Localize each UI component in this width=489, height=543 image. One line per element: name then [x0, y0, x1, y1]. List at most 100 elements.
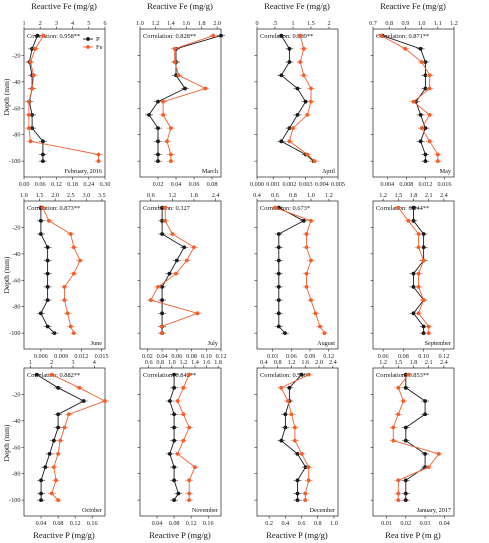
p-point: [276, 284, 281, 289]
fe-tick-label: 2.0: [51, 192, 59, 199]
fe-point: [65, 311, 70, 316]
fe-point: [49, 372, 54, 377]
fe-tick-label: 2.1: [425, 192, 433, 199]
month-label: July: [208, 340, 219, 347]
p-point: [43, 465, 48, 470]
depth-tick-label: -40: [12, 251, 20, 258]
fe-tick-label: 1.1: [434, 20, 442, 27]
fe-point: [184, 258, 189, 263]
fe-tick-label: 1.5: [36, 192, 44, 199]
fe-series-line: [162, 35, 214, 162]
fe-point: [62, 298, 67, 303]
fe-point: [159, 324, 164, 329]
fe-tick-label: 3.0: [82, 192, 90, 199]
fe-point: [396, 385, 401, 390]
fe-point: [396, 498, 401, 503]
fe-point: [172, 60, 177, 64]
correlation-label: Correlation: 0.871**: [376, 33, 429, 40]
p-tick-label: 0.09: [305, 353, 316, 360]
fe-point: [304, 245, 309, 250]
p-point: [423, 86, 428, 91]
fe-tick-label: 1.8: [410, 192, 418, 199]
p-tick-label: 0.04: [439, 520, 450, 527]
p-point: [172, 372, 177, 377]
fe-point: [426, 331, 431, 336]
fe-point: [156, 284, 160, 289]
p-point: [156, 152, 160, 157]
p-point: [403, 425, 408, 430]
p-point: [276, 298, 281, 303]
fe-tick-label: 2: [327, 20, 330, 27]
fe-point: [322, 331, 327, 336]
fe-tick-label: 1.4: [167, 20, 175, 27]
month-label: October: [82, 507, 102, 514]
fe-tick-label: 0.7: [369, 20, 377, 27]
fe-point: [299, 451, 304, 456]
p-tick-label: 0.08: [207, 181, 218, 188]
depth-tick-label: -100: [9, 158, 20, 165]
p-tick-label: 0.12: [51, 181, 62, 188]
p-tick-label: 0.06: [35, 181, 46, 188]
fe-point: [181, 385, 186, 390]
p-tick-label: 0.012: [418, 181, 432, 188]
p-series-line: [280, 374, 307, 501]
p-tick-label: 0.08: [169, 520, 180, 527]
p-point: [45, 245, 50, 250]
p-point: [160, 298, 164, 303]
p-point: [403, 438, 408, 443]
fe-point: [187, 491, 192, 496]
p-point: [421, 324, 426, 329]
fe-tick-label: 2.4: [440, 192, 448, 199]
p-point: [160, 311, 164, 316]
fe-point: [391, 425, 396, 430]
correlation-label: Correlation: 0.844**: [376, 205, 429, 212]
fe-tick-label: 2.0: [315, 359, 323, 366]
p-point: [45, 271, 50, 276]
p-tick-label: 0.08: [186, 353, 197, 360]
p-point: [411, 271, 416, 276]
fe-point: [291, 126, 295, 131]
fe-point: [309, 298, 313, 303]
depth-tick-label: -20: [12, 224, 20, 231]
fe-tick-label: 0.8: [274, 359, 282, 366]
p-tick-label: 0.04: [157, 353, 168, 360]
p-tick-label: 0.12: [70, 520, 81, 527]
fe-point: [303, 498, 308, 503]
fe-point: [426, 465, 431, 470]
fe-tick-label: .5: [273, 20, 278, 27]
fe-point: [26, 99, 31, 104]
p-series-line: [278, 207, 305, 334]
fe-tick-label: 1.8: [410, 359, 418, 366]
fe-tick-label: 2: [39, 20, 42, 27]
p-point: [421, 232, 426, 236]
fe-tick-label: 1.2: [379, 359, 387, 366]
panel-10: 0.6 0.8 1.0 1.2 1.4 1.6 1.8 0.04 0.08 0.12 0.16 Cor…: [137, 359, 222, 527]
fe-series-line: [392, 374, 440, 501]
fe-tick-label: 1: [22, 20, 25, 27]
panel-frame: [23, 200, 106, 350]
fe-tick-label: 2.4: [440, 359, 448, 366]
p-point: [41, 152, 45, 157]
depth-label-row-1: Depth (mm): [2, 78, 11, 115]
p-point: [176, 491, 181, 496]
fe-point: [427, 139, 432, 144]
fe-series-line: [288, 35, 315, 162]
fe-point: [419, 60, 424, 64]
p-point: [56, 425, 61, 430]
p-tick-label: 0.015: [95, 353, 109, 360]
p-tick-label: 0.004: [315, 181, 329, 188]
fe-point: [273, 205, 277, 210]
depth-tick-label: -40: [12, 418, 20, 425]
p-tick-label: 0.10: [201, 353, 212, 360]
p-point: [45, 324, 50, 329]
fe-point: [54, 478, 58, 483]
fe-point: [56, 451, 61, 456]
p-point: [47, 451, 52, 456]
p-tick-label: 0.02: [400, 520, 411, 527]
p-tick-label: 0.2: [265, 520, 273, 527]
fe-tick-label: 1.0: [307, 192, 315, 199]
p-point: [182, 245, 187, 250]
fe-point: [309, 258, 313, 263]
correlation-label: Correlation: 0.842**: [143, 372, 196, 379]
fe-tick-label: 1.5: [394, 192, 402, 199]
